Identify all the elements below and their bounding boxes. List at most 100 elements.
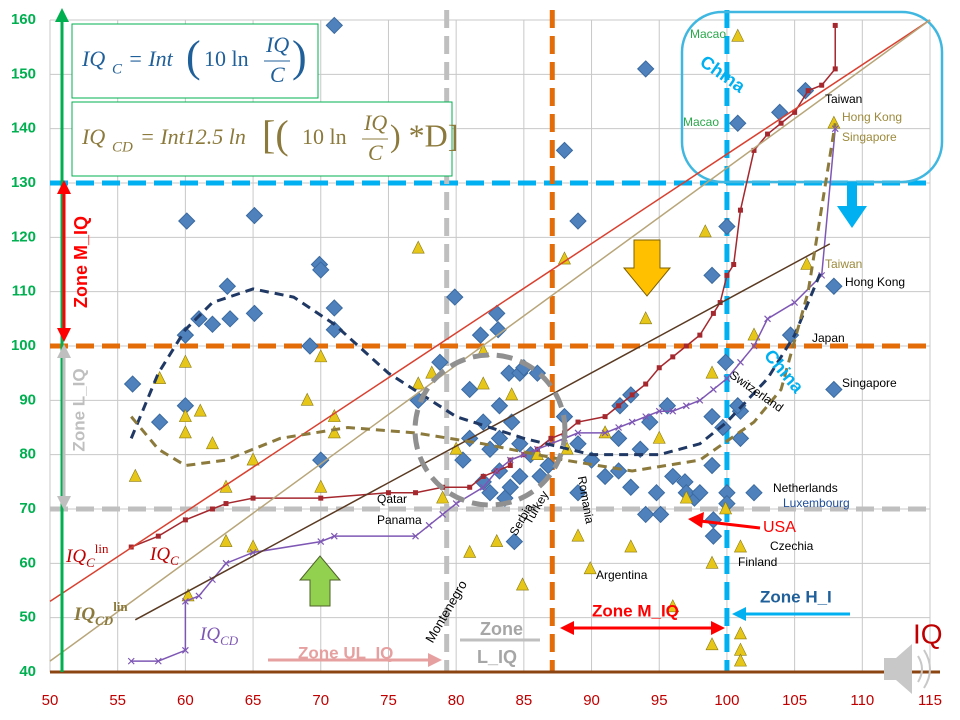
- formula-text: IQ: [81, 124, 105, 149]
- point: [652, 430, 666, 444]
- point: [454, 451, 472, 469]
- point: [714, 418, 732, 437]
- point: [764, 315, 771, 323]
- point: [737, 207, 743, 213]
- point: [647, 483, 666, 502]
- point: [190, 310, 208, 328]
- point: [747, 327, 761, 341]
- y-tick-label: 120: [11, 228, 36, 245]
- point: [639, 311, 653, 325]
- point: [679, 490, 693, 504]
- point: [733, 539, 747, 553]
- point: [691, 483, 709, 502]
- point: [471, 326, 490, 344]
- point: [555, 141, 574, 160]
- label-text: IQ: [73, 604, 95, 625]
- y-tick-label: 110: [12, 283, 36, 300]
- point: [178, 408, 192, 422]
- x-tick-label: 100: [714, 692, 739, 709]
- point: [330, 532, 338, 540]
- formula: IQ CD = Int12.5 ln [( 10 ln IQ C ) *D]: [81, 110, 458, 165]
- arrow-head: [688, 512, 704, 528]
- point: [460, 380, 479, 399]
- y-tick-label: 40: [19, 663, 36, 680]
- point: [301, 337, 319, 355]
- point: [425, 521, 433, 529]
- point: [246, 452, 260, 466]
- formula-text: [(: [262, 112, 289, 157]
- point: [446, 288, 464, 306]
- point: [705, 555, 719, 569]
- point: [318, 495, 324, 501]
- point: [181, 646, 189, 654]
- annotation: Qatar: [377, 492, 407, 506]
- point: [832, 66, 838, 72]
- point: [716, 353, 735, 372]
- formula-text: 10 ln: [204, 46, 249, 71]
- x-tick-label: 95: [651, 692, 668, 709]
- point: [314, 479, 328, 493]
- point: [697, 332, 703, 338]
- annotation: USA: [763, 519, 796, 536]
- annotation: Singapore: [842, 376, 897, 390]
- x-tick-label: 110: [850, 692, 874, 709]
- point: [745, 483, 763, 502]
- x-tick-label: 115: [918, 692, 942, 709]
- annotation: Taiwan: [825, 257, 862, 271]
- point: [205, 436, 219, 450]
- point: [704, 527, 723, 545]
- point: [571, 528, 585, 542]
- point: [317, 538, 325, 546]
- x-tick-label: 50: [42, 692, 59, 709]
- point: [574, 429, 582, 437]
- point: [792, 109, 798, 115]
- point: [629, 392, 635, 398]
- point: [436, 490, 450, 504]
- point: [624, 539, 638, 553]
- formula-text: 10 ln: [302, 124, 347, 149]
- point: [731, 28, 745, 42]
- point: [796, 81, 815, 100]
- point: [325, 320, 344, 339]
- point: [827, 115, 841, 129]
- point: [682, 402, 690, 410]
- annotation: Zone: [480, 619, 523, 639]
- speaker-icon: [884, 644, 931, 694]
- point: [245, 304, 264, 323]
- point: [505, 387, 519, 401]
- point: [300, 392, 314, 406]
- point: [314, 349, 328, 363]
- formula-text: ) *D]: [390, 117, 458, 153]
- line: [49, 19, 931, 602]
- point: [765, 131, 771, 137]
- annotation: Zone UL_IQ: [298, 643, 393, 662]
- annotation: Zone M_IQ: [71, 216, 91, 308]
- point: [601, 429, 609, 437]
- annotation: Hong Kong: [845, 275, 905, 289]
- point: [385, 490, 391, 496]
- point: [474, 473, 492, 491]
- annotation: Zone M_IQ: [592, 601, 679, 620]
- formula-text: IQ: [81, 46, 105, 71]
- y-axis-arrow: [55, 8, 69, 22]
- point: [778, 120, 784, 126]
- point: [751, 147, 757, 153]
- point: [203, 315, 222, 333]
- arrow-head: [560, 621, 574, 635]
- point: [670, 354, 676, 360]
- point: [705, 637, 719, 651]
- annotation: Netherlands: [773, 481, 838, 495]
- formula-text: IQ: [265, 32, 289, 57]
- annotation: L_IQ: [477, 647, 517, 667]
- point: [723, 375, 731, 383]
- point: [223, 501, 229, 507]
- point: [733, 626, 747, 640]
- point: [825, 380, 843, 399]
- point: [221, 310, 239, 328]
- point: [724, 272, 730, 278]
- annotation: Macao: [690, 27, 726, 41]
- arrow-down: [837, 182, 867, 228]
- point: [718, 217, 736, 236]
- point: [150, 413, 169, 431]
- point: [698, 224, 712, 238]
